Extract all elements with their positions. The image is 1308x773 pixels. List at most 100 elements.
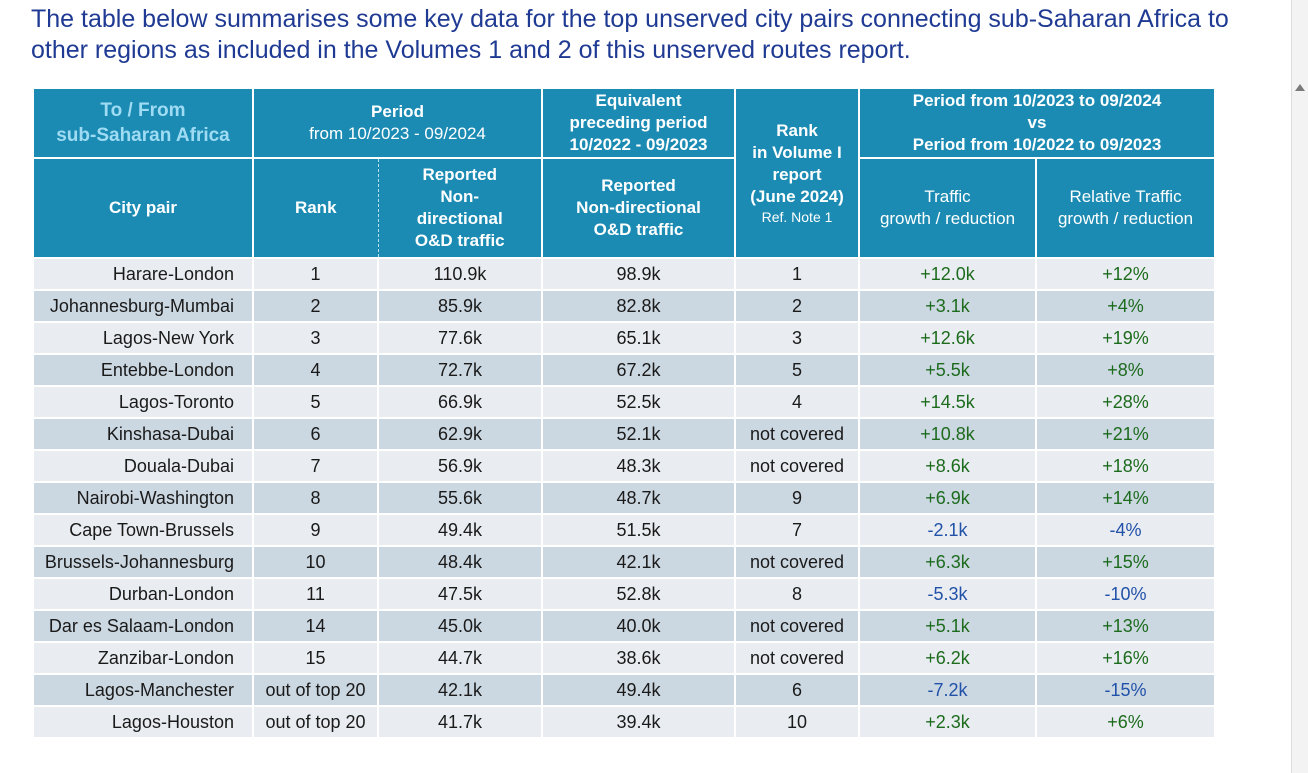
cell-traffic-growth: +10.8k: [858, 417, 1038, 451]
cell-traffic-growth: +8.6k: [858, 449, 1038, 483]
cell-traffic-growth: +5.1k: [858, 609, 1038, 643]
table-body: Harare-London 1 110.9k 98.9k 1 +12.0k +12% Joha…: [32, 257, 1217, 739]
table-row: Cape Town-Brussels 9 49.4k 51.5k 7 -2.1k -4%: [32, 513, 1217, 547]
cell-traffic-growth: +2.3k: [858, 705, 1038, 739]
cell-traffic-growth: -2.1k: [858, 513, 1038, 547]
cell-rank-volume-1: not covered: [734, 609, 861, 643]
cell-rank-volume-1: 1: [734, 257, 861, 291]
cell-rank: 8: [252, 481, 379, 515]
cell-reported-previous: 98.9k: [541, 257, 737, 291]
cell-reported-previous: 52.5k: [541, 385, 737, 419]
cell-rank-volume-1: not covered: [734, 449, 861, 483]
cell-rank-volume-1: not covered: [734, 545, 861, 579]
cell-relative-growth: +21%: [1035, 417, 1217, 451]
cell-rank: 2: [252, 289, 379, 323]
cell-city-pair: Johannesburg-Mumbai: [32, 289, 254, 323]
cell-city-pair: Brussels-Johannesburg: [32, 545, 254, 579]
cell-rank: 7: [252, 449, 379, 483]
cell-city-pair: Lagos-Manchester: [32, 673, 254, 707]
header-equivalent-period: Equivalent preceding period 10/2022 - 09…: [541, 87, 737, 159]
cell-reported-current: 85.9k: [376, 289, 544, 323]
cell-traffic-growth: +6.9k: [858, 481, 1038, 515]
cell-reported-current: 44.7k: [376, 641, 544, 675]
header-traffic-growth: Traffic growth / reduction: [858, 157, 1038, 259]
cell-rank: 3: [252, 321, 379, 355]
cell-reported-previous: 51.5k: [541, 513, 737, 547]
cell-reported-previous: 52.8k: [541, 577, 737, 611]
cell-relative-growth: +19%: [1035, 321, 1217, 355]
scroll-up-arrow-icon[interactable]: [1295, 84, 1305, 91]
header-reported-previous: Reported Non-directional O&D traffic: [541, 157, 737, 259]
table-row: Nairobi-Washington 8 55.6k 48.7k 9 +6.9k +14%: [32, 481, 1217, 515]
cell-relative-growth: +6%: [1035, 705, 1217, 739]
table-row: Johannesburg-Mumbai 2 85.9k 82.8k 2 +3.1k +4%: [32, 289, 1217, 323]
cell-rank: 11: [252, 577, 379, 611]
cell-city-pair: Harare-London: [32, 257, 254, 291]
intro-paragraph: The table below summarises some key data…: [31, 5, 1229, 64]
cell-rank-volume-1: 2: [734, 289, 861, 323]
cell-relative-growth: -15%: [1035, 673, 1217, 707]
table-row: Zanzibar-London 15 44.7k 38.6k not covered +6…: [32, 641, 1217, 675]
table-row: Durban-London 11 47.5k 52.8k 8 -5.3k -10%: [32, 577, 1217, 611]
cell-reported-current: 49.4k: [376, 513, 544, 547]
header-growth-period: Period from 10/2023 to 09/2024 vs Period…: [858, 87, 1217, 159]
cell-rank-volume-1: 7: [734, 513, 861, 547]
header-relative-growth: Relative Traffic growth / reduction: [1035, 157, 1217, 259]
cell-rank: 4: [252, 353, 379, 387]
table-row: Kinshasa-Dubai 6 62.9k 52.1k not covered +10.…: [32, 417, 1217, 451]
table-row: Entebbe-London 4 72.7k 67.2k 5 +5.5k +8%: [32, 353, 1217, 387]
cell-rank-volume-1: 3: [734, 321, 861, 355]
cell-reported-current: 45.0k: [376, 609, 544, 643]
cell-reported-previous: 48.7k: [541, 481, 737, 515]
cell-relative-growth: +28%: [1035, 385, 1217, 419]
header-period: Period from 10/2023 - 09/2024: [251, 87, 544, 159]
cell-rank-volume-1: 6: [734, 673, 861, 707]
cell-city-pair: Lagos-Houston: [32, 705, 254, 739]
cell-reported-current: 47.5k: [376, 577, 544, 611]
cell-reported-previous: 39.4k: [541, 705, 737, 739]
cell-rank-volume-1: not covered: [734, 417, 861, 451]
cell-reported-current: 55.6k: [376, 481, 544, 515]
header-reported-current: Reported Non- directional O&D traffic: [377, 157, 544, 259]
vertical-scrollbar[interactable]: [1291, 0, 1308, 773]
cell-rank: 6: [252, 417, 379, 451]
cell-city-pair: Entebbe-London: [32, 353, 254, 387]
cell-traffic-growth: +6.3k: [858, 545, 1038, 579]
cell-rank: 14: [252, 609, 379, 643]
table-row: Douala-Dubai 7 56.9k 48.3k not covered +8.6k +…: [32, 449, 1217, 483]
cell-rank: 15: [252, 641, 379, 675]
cell-reported-current: 110.9k: [376, 257, 544, 291]
cell-reported-previous: 49.4k: [541, 673, 737, 707]
cell-reported-current: 41.7k: [376, 705, 544, 739]
cell-relative-growth: -4%: [1035, 513, 1217, 547]
cell-traffic-growth: -5.3k: [858, 577, 1038, 611]
cell-reported-previous: 52.1k: [541, 417, 737, 451]
cell-reported-current: 62.9k: [376, 417, 544, 451]
cell-traffic-growth: +3.1k: [858, 289, 1038, 323]
cell-relative-growth: +4%: [1035, 289, 1217, 323]
cell-rank-volume-1: 8: [734, 577, 861, 611]
cell-rank-volume-1: 5: [734, 353, 861, 387]
cell-city-pair: Kinshasa-Dubai: [32, 417, 254, 451]
cell-reported-previous: 38.6k: [541, 641, 737, 675]
table-row: Lagos-New York 3 77.6k 65.1k 3 +12.6k +19%: [32, 321, 1217, 355]
cell-rank: 10: [252, 545, 379, 579]
ref-note: Ref. Note 1: [761, 209, 833, 225]
cell-relative-growth: +8%: [1035, 353, 1217, 387]
cell-reported-current: 48.4k: [376, 545, 544, 579]
cell-rank-volume-1: 4: [734, 385, 861, 419]
cell-city-pair: Cape Town-Brussels: [32, 513, 254, 547]
cell-rank-volume-1: 9: [734, 481, 861, 515]
cell-rank: out of top 20: [252, 705, 379, 739]
cell-relative-growth: +15%: [1035, 545, 1217, 579]
cell-reported-current: 56.9k: [376, 449, 544, 483]
cell-rank-volume-1: 10: [734, 705, 861, 739]
cell-traffic-growth: +6.2k: [858, 641, 1038, 675]
cell-rank: 9: [252, 513, 379, 547]
cell-relative-growth: +14%: [1035, 481, 1217, 515]
cell-reported-previous: 82.8k: [541, 289, 737, 323]
cell-traffic-growth: +5.5k: [858, 353, 1038, 387]
header-to-from: To / From sub-Saharan Africa: [32, 87, 254, 159]
table-row: Harare-London 1 110.9k 98.9k 1 +12.0k +12%: [32, 257, 1217, 291]
cell-city-pair: Lagos-New York: [32, 321, 254, 355]
